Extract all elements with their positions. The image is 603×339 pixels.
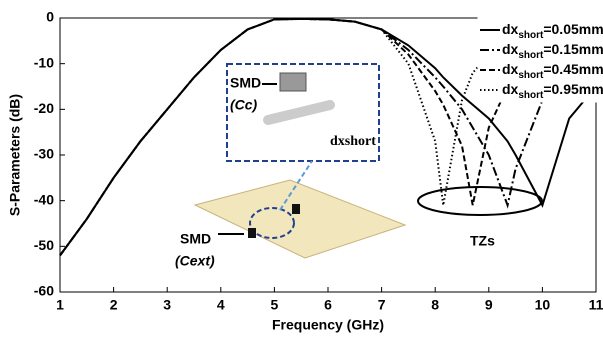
x-tick-label: 11	[589, 297, 603, 313]
y-tick-label: -20	[34, 100, 54, 116]
x-tick-label: 7	[378, 297, 386, 313]
y-tick-label: -30	[34, 146, 54, 162]
y-tick-label: -50	[34, 237, 54, 253]
annotation: (Cc)	[230, 97, 258, 113]
x-tick-label: 5	[271, 297, 279, 313]
x-tick-label: 8	[431, 297, 439, 313]
y-tick-label: -60	[34, 283, 54, 299]
x-tick-label: 10	[535, 297, 551, 313]
x-tick-label: 4	[217, 297, 225, 313]
x-tick-label: 3	[163, 297, 171, 313]
annotation: SMD	[230, 75, 261, 91]
y-axis-label: S-Parameters (dB)	[7, 94, 23, 216]
x-tick-label: 2	[110, 297, 118, 313]
x-tick-label: 6	[324, 297, 332, 313]
y-tick-label: -10	[34, 54, 54, 70]
x-tick-label: 9	[485, 297, 493, 313]
chart: Frequency (GHz) S-Parameters (dB) SMD (C…	[0, 0, 603, 339]
annotation: TZs	[470, 233, 495, 249]
annotation: (Cext)	[175, 253, 215, 269]
x-tick-label: 1	[56, 297, 64, 313]
annotation: dxshort	[330, 134, 376, 149]
y-tick-label: 0	[46, 9, 54, 25]
annotation: SMD	[180, 231, 211, 247]
x-axis-label: Frequency (GHz)	[272, 317, 384, 333]
y-tick-label: -40	[34, 191, 54, 207]
